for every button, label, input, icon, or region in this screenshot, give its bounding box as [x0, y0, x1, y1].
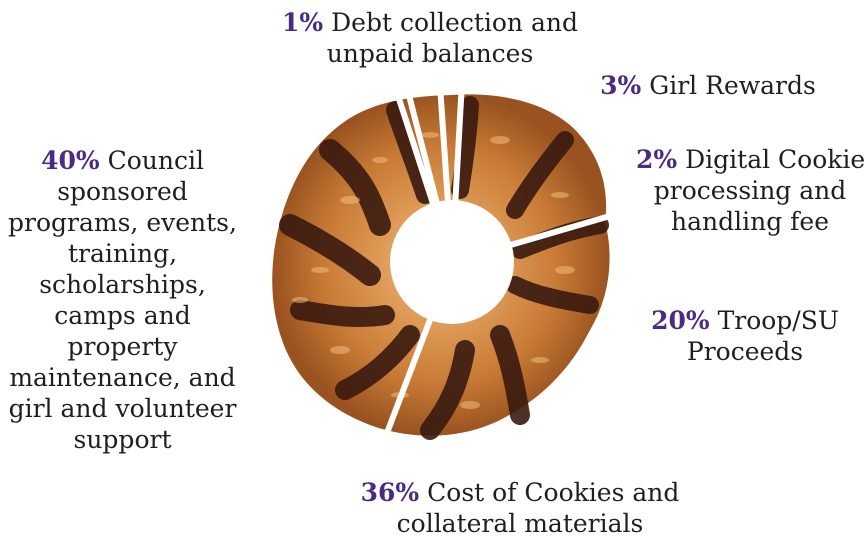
slice-percent: 20% — [651, 306, 710, 335]
slice-percent: 40% — [41, 146, 100, 175]
slice-text: Debt collection and unpaid balances — [326, 8, 578, 68]
slice-label-girl-rewards: 3% Girl Rewards — [598, 70, 818, 101]
slice-text: Girl Rewards — [649, 71, 816, 100]
slice-separator-line — [436, 77, 455, 253]
slice-text: Council sponsored programs, events, trainin… — [8, 146, 237, 454]
slice-percent: 36% — [360, 478, 420, 507]
slice-separator-line — [402, 82, 453, 254]
slice-text: Digital Cookie processing and handling fee — [653, 145, 866, 236]
chocolate-stripes — [279, 96, 609, 440]
slice-label-council-programs: 40% Council sponsored programs, events, tra… — [0, 145, 245, 455]
slice-text: Cost of Cookies and collateral materials — [396, 478, 680, 538]
slice-separators — [383, 77, 631, 436]
slice-separator-line — [449, 77, 466, 253]
slice-label-debt-collection: 1% Debt collection and unpaid balances — [270, 7, 590, 69]
slice-text: Troop/SU Proceeds — [686, 306, 839, 366]
slice-label-digital-cookie: 2% Digital Cookie processing and handling … — [636, 144, 866, 237]
slice-separator-line — [460, 207, 631, 263]
slice-label-troop-proceeds: 20% Troop/SU Proceeds — [630, 305, 860, 367]
slice-percent: 2% — [636, 145, 678, 174]
coconut-texture — [292, 132, 575, 409]
slice-percent: 1% — [282, 8, 324, 37]
slice-separator-line — [383, 270, 452, 436]
slice-percent: 3% — [600, 71, 642, 100]
slice-label-cost-of-cookies: 36% Cost of Cookies and collateral materi… — [345, 477, 695, 539]
cookie-image — [272, 94, 610, 440]
